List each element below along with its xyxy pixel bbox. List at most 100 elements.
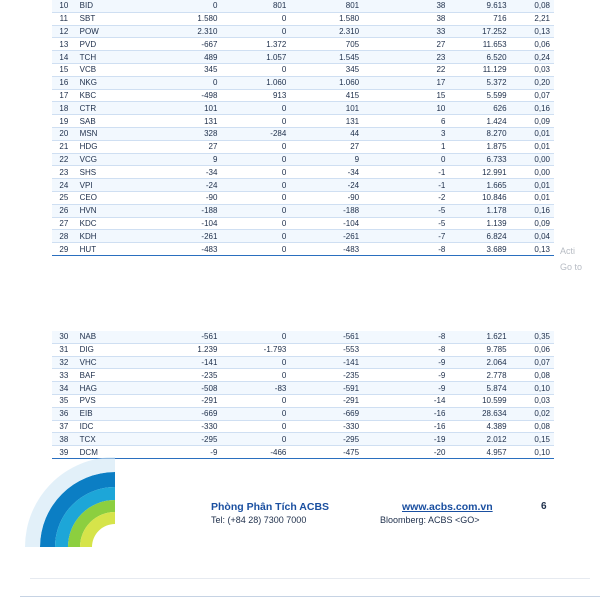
table-row: 12 POW 2.310 0 2.310 33 17.252 0,13 <box>52 25 554 39</box>
table-row: 17 KBC -498 913 415 15 5.599 0,07 <box>52 89 554 103</box>
row-number: 14 <box>52 50 76 64</box>
row-number: 18 <box>52 101 76 116</box>
value-col6: 2,21 <box>506 12 554 26</box>
value-col2: -284 <box>217 127 287 141</box>
value-col5: 626 <box>445 101 507 116</box>
ticker-code: KBC <box>75 89 120 103</box>
value-col4: -2 <box>359 191 446 205</box>
table-row: 21 HDG 27 0 27 1 1.875 0,01 <box>52 140 554 154</box>
table-row: 31 DIG 1.239 -1.793 -553 -8 9.785 0,06 <box>52 343 554 357</box>
value-col5: 8.270 <box>445 127 507 141</box>
value-col6: 0,07 <box>506 356 554 370</box>
value-col4: 1 <box>359 140 446 154</box>
value-col5: 11.129 <box>445 63 507 77</box>
value-col4: 33 <box>359 25 446 39</box>
value-col5: 17.252 <box>445 25 507 39</box>
table-row: 15 VCB 345 0 345 22 11.129 0,03 <box>52 63 554 77</box>
value-col4: -1 <box>359 165 446 180</box>
value-col1: 489 <box>119 50 218 64</box>
row-number: 26 <box>52 204 76 218</box>
value-col1: 27 <box>119 140 218 154</box>
value-col1: 1.239 <box>119 343 218 357</box>
table-row: 33 BAF -235 0 -235 -9 2.778 0,08 <box>52 368 554 383</box>
value-col6: 0,00 <box>506 153 554 167</box>
row-number: 35 <box>52 394 76 408</box>
value-col1: -508 <box>119 381 218 395</box>
value-col3: 101 <box>286 101 360 116</box>
value-col6: 0,16 <box>506 101 554 116</box>
value-col2: 0 <box>217 229 287 244</box>
value-col2: 0 <box>217 140 287 154</box>
value-col5: 6.733 <box>445 153 507 167</box>
value-col2: 0 <box>217 12 287 26</box>
value-col4: 38 <box>359 0 446 13</box>
ticker-code: KDC <box>75 217 120 231</box>
ticker-code: CEO <box>75 191 120 205</box>
table-row: 30 NAB -561 0 -561 -8 1.621 0,35 <box>52 331 554 344</box>
value-col5: 6.824 <box>445 229 507 244</box>
ticker-code: SHS <box>75 165 120 180</box>
ticker-code: HVN <box>75 204 120 218</box>
value-col3: -669 <box>286 407 360 421</box>
row-number: 36 <box>52 407 76 421</box>
value-col3: -483 <box>286 242 360 256</box>
value-col2: 1.372 <box>217 37 287 52</box>
value-col1: -669 <box>119 407 218 421</box>
value-col5: 5.874 <box>445 381 507 395</box>
table-row: 38 TCX -295 0 -295 -19 2.012 0,15 <box>52 432 554 447</box>
value-col2: 0 <box>217 114 287 128</box>
value-col6: 0,16 <box>506 204 554 218</box>
value-col1: -235 <box>119 368 218 383</box>
value-col6: 0,00 <box>506 165 554 180</box>
value-col5: 1.875 <box>445 140 507 154</box>
value-col2: 0 <box>217 420 287 434</box>
value-col2: 0 <box>217 368 287 383</box>
value-col5: 2.064 <box>445 356 507 370</box>
table-row: 23 SHS -34 0 -34 -1 12.991 0,00 <box>52 165 554 180</box>
ticker-code: SBT <box>75 12 120 26</box>
value-col3: -141 <box>286 356 360 370</box>
footer-website-link[interactable]: www.acbs.com.vn <box>402 501 493 513</box>
value-col6: 0,24 <box>506 50 554 64</box>
value-col1: 345 <box>119 63 218 77</box>
value-col2: 0 <box>217 242 287 256</box>
foreign-flow-table-top: 10 BID 0 801 801 38 9.613 0,08 11 SBT 1.580 0 1.580 3… <box>52 0 554 256</box>
value-col3: 1.060 <box>286 76 360 90</box>
table-row: 22 VCG 9 0 9 0 6.733 0,00 <box>52 153 554 167</box>
value-col4: 15 <box>359 89 446 103</box>
value-col2: 0 <box>217 407 287 421</box>
value-col4: -7 <box>359 229 446 244</box>
value-col4: 17 <box>359 76 446 90</box>
table-row: 26 HVN -188 0 -188 -5 1.178 0,16 <box>52 204 554 218</box>
table-row: 19 SAB 131 0 131 6 1.424 0,09 <box>52 114 554 128</box>
value-col2: 0 <box>217 25 287 39</box>
value-col3: -330 <box>286 420 360 434</box>
value-col1: 328 <box>119 127 218 141</box>
table-row: 18 CTR 101 0 101 10 626 0,16 <box>52 101 554 116</box>
value-col4: -16 <box>359 407 446 421</box>
value-col2: -466 <box>217 445 287 459</box>
value-col5: 1.621 <box>445 331 507 344</box>
row-number: 34 <box>52 381 76 395</box>
ticker-code: CTR <box>75 101 120 116</box>
value-col3: 801 <box>286 0 360 13</box>
row-number: 25 <box>52 191 76 205</box>
value-col5: 1.665 <box>445 178 507 192</box>
value-col4: 3 <box>359 127 446 141</box>
ticker-code: NAB <box>75 331 120 344</box>
ticker-code: DIG <box>75 343 120 357</box>
value-col2: 0 <box>217 178 287 192</box>
value-col6: 0,06 <box>506 343 554 357</box>
value-col4: -1 <box>359 178 446 192</box>
value-col1: -34 <box>119 165 218 180</box>
row-number: 28 <box>52 229 76 244</box>
value-col2: 0 <box>217 356 287 370</box>
ticker-code: DCM <box>75 445 120 459</box>
row-number: 22 <box>52 153 76 167</box>
ticker-code: VHC <box>75 356 120 370</box>
footer-bloomberg: Bloomberg: ACBS <GO> <box>380 515 480 525</box>
row-number: 17 <box>52 89 76 103</box>
value-col6: 0,09 <box>506 217 554 231</box>
value-col4: 38 <box>359 12 446 26</box>
row-number: 32 <box>52 356 76 370</box>
